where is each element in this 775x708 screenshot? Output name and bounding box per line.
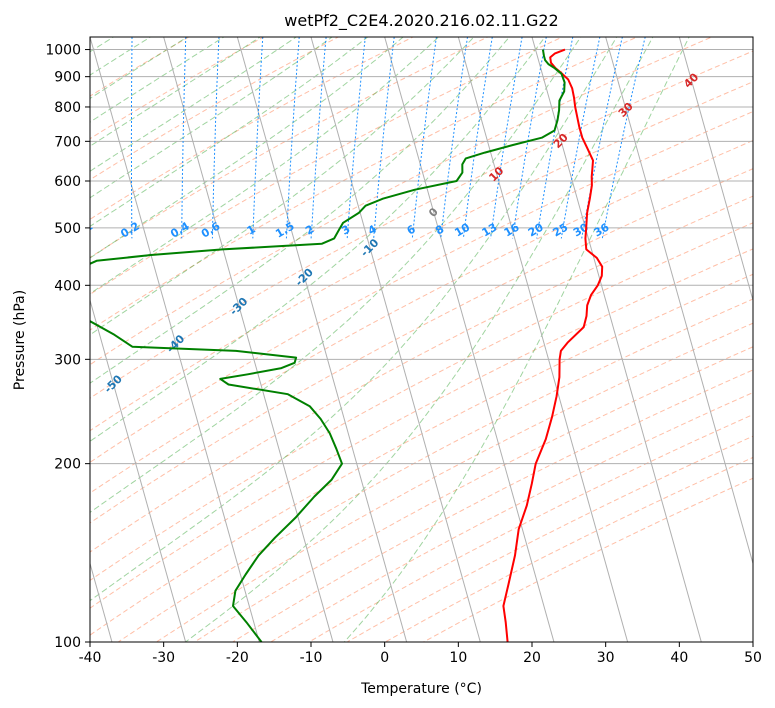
moist-adiabat [90, 37, 475, 336]
y-tick-label: 800 [54, 100, 81, 116]
mixing-ratio-line [373, 37, 395, 239]
x-tick-label: 20 [523, 650, 541, 666]
mixing-ratio-line [310, 37, 327, 239]
chart-title: wetPf2_C2E4.2020.216.02.11.G22 [284, 11, 558, 31]
mixing-ratio-line [285, 37, 300, 239]
dewpoint-line [90, 49, 566, 642]
mixing-ratio-label: 0.1 [72, 220, 95, 241]
mixing-ratio-line [462, 37, 493, 239]
dry-adiabat [90, 81, 753, 432]
isotherm-line [90, 37, 260, 642]
x-tick-label: -20 [226, 650, 249, 666]
dry-adiabat [90, 37, 489, 259]
x-tick-label: -40 [79, 650, 102, 666]
y-tick-label: 100 [54, 635, 81, 651]
mixing-ratio-line [211, 37, 220, 239]
dry-adiabat [90, 37, 190, 97]
mixing-ratio-line [440, 37, 469, 239]
mixing-ratio-line [346, 37, 366, 239]
mixing-ratio-line [536, 37, 574, 239]
isotherm-line [236, 37, 408, 642]
y-tick-label: 200 [54, 457, 81, 473]
dry-adiabat [90, 248, 753, 609]
y-tick-label: 600 [54, 174, 81, 190]
y-tick-label: 700 [54, 134, 81, 150]
isotherm-line [457, 37, 629, 642]
dry-adiabat [90, 222, 753, 582]
dry-adiabat [90, 37, 713, 366]
mixing-ratio-line [490, 37, 523, 239]
dry-adiabat [231, 369, 753, 642]
mixing-ratio-line [252, 37, 264, 239]
dry-adiabat [90, 139, 753, 494]
y-axis-label: Pressure (hPa) [12, 290, 28, 390]
dry-adiabat [90, 37, 564, 295]
moist-adiabat [90, 37, 262, 147]
dry-adiabat [269, 391, 753, 642]
mixing-ratio-line [130, 37, 133, 239]
y-tick-label: 900 [54, 70, 81, 86]
plot-area: 0.10.20.40.611.52346810131620253036-100-… [72, 37, 753, 642]
isotherm-line [678, 37, 753, 303]
mixing-ratio-line [181, 37, 187, 239]
y-tick-label: 1000 [45, 43, 81, 59]
moist-adiabat [90, 37, 298, 172]
dry-adiabat [90, 273, 753, 636]
temperature-line [502, 48, 604, 642]
isotherm-line [90, 298, 187, 642]
dry-adiabat [90, 37, 340, 181]
x-tick-label: 0 [380, 650, 389, 666]
isotherm-line [310, 37, 481, 642]
dry-adiabat [155, 322, 753, 642]
dry-adiabat [117, 298, 753, 642]
axes: -40 -30 -20 -10 0 10 20 30 40 50 100 200 300 400 500 60… [45, 43, 762, 666]
dry-adiabat [193, 346, 753, 642]
moist-adiabat [185, 37, 654, 642]
isotherm-line [384, 37, 555, 642]
dry-adiabat [90, 195, 753, 553]
y-tick-label: 400 [54, 278, 81, 294]
dry-adiabat [90, 37, 639, 331]
y-tick-label: 500 [54, 221, 81, 237]
x-axis-label: Temperature (°C) [360, 681, 482, 697]
x-tick-label: 50 [744, 650, 762, 666]
x-tick-label: 30 [597, 650, 615, 666]
x-tick-label: -10 [300, 650, 323, 666]
x-tick-label: 40 [670, 650, 688, 666]
isotherm-line [531, 37, 702, 642]
dry-adiabat [90, 37, 415, 220]
x-tick-label: 10 [449, 650, 467, 666]
x-tick-label: -30 [152, 650, 175, 666]
y-tick-label: 300 [54, 352, 81, 368]
plot-frame [89, 36, 754, 643]
isotherm-line [163, 37, 334, 642]
